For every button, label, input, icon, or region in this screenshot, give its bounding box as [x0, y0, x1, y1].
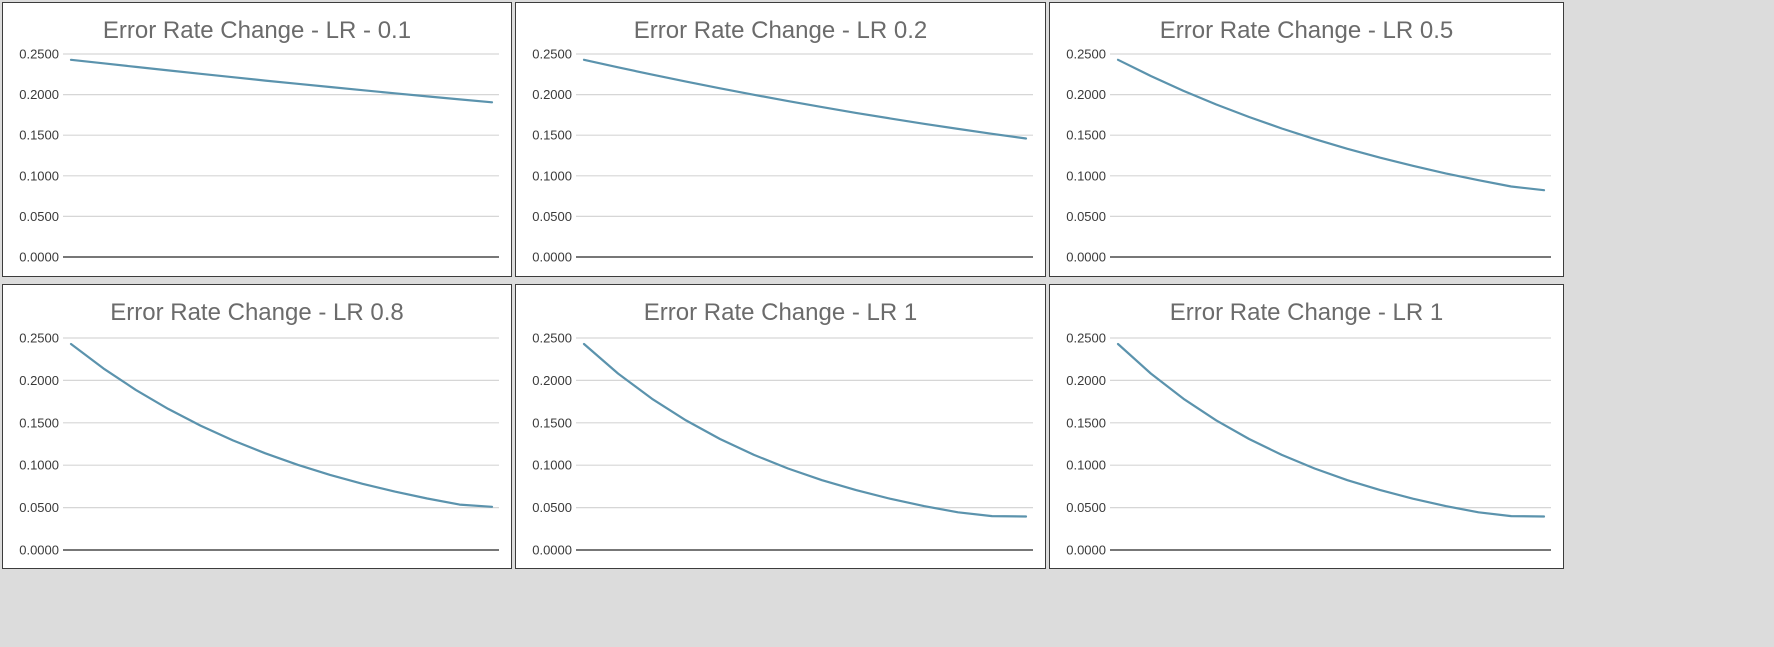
chart-plot: 0.0000 0.0500 0.1000 0.1500 0.2000 0.2500 — [19, 331, 499, 558]
chart-plot: 0.0000 0.0500 0.1000 0.1500 0.2000 0.2500 — [19, 47, 499, 265]
y-tick-label: 0.0000 — [532, 543, 572, 558]
series-line — [69, 58, 494, 104]
y-tick-label: 0.0500 — [19, 500, 59, 515]
series-line — [1116, 342, 1546, 518]
y-tick-label: 0.0500 — [532, 500, 572, 515]
y-tick-label: 0.1000 — [532, 458, 572, 473]
y-tick-label: 0.2500 — [532, 47, 572, 62]
y-tick-label: 0.1000 — [1066, 458, 1106, 473]
chart-panel-lr-0-2: Error Rate Change - LR 0.2 0.0000 0.0500 0… — [515, 2, 1046, 277]
y-tick-label: 0.2500 — [19, 331, 59, 346]
y-tick-label: 0.0500 — [1066, 209, 1106, 224]
y-tick-label: 0.2500 — [532, 331, 572, 346]
y-tick-label: 0.1000 — [1066, 168, 1106, 183]
y-tick-label: 0.1500 — [532, 415, 572, 430]
chart-plot: 0.0000 0.0500 0.1000 0.1500 0.2000 0.2500 — [1066, 331, 1551, 558]
y-tick-label: 0.2000 — [1066, 87, 1106, 102]
chart-title: Error Rate Change - LR 0.5 — [1159, 17, 1454, 44]
y-tick-label: 0.0500 — [532, 209, 572, 224]
y-tick-label: 0.1500 — [19, 128, 59, 143]
y-tick-label: 0.2000 — [1066, 373, 1106, 388]
chart-title: Error Rate Change - LR 0.2 — [633, 17, 928, 44]
y-tick-label: 0.0500 — [1066, 500, 1106, 515]
chart-title: Error Rate Change - LR 1 — [1169, 299, 1444, 326]
y-tick-label: 0.0000 — [19, 543, 59, 558]
y-tick-label: 0.1000 — [532, 168, 572, 183]
y-tick-label: 0.0000 — [1066, 250, 1106, 265]
y-tick-label: 0.2000 — [19, 373, 59, 388]
chart-panel-lr-1-b: Error Rate Change - LR 1 0.0000 0.0500 0.1… — [1049, 284, 1564, 569]
y-tick-label: 0.1000 — [19, 458, 59, 473]
y-tick-label: 0.2000 — [532, 373, 572, 388]
chart-plot: 0.0000 0.0500 0.1000 0.1500 0.2000 0.2500 — [532, 331, 1033, 558]
series-line — [69, 342, 494, 508]
series-line — [1116, 58, 1546, 192]
chart-panel-lr-0-8: Error Rate Change - LR 0.8 0.0000 0.0500 0… — [2, 284, 512, 569]
y-tick-label: 0.1500 — [1066, 415, 1106, 430]
y-tick-label: 0.2000 — [532, 87, 572, 102]
chart-title: Error Rate Change - LR 1 — [643, 299, 918, 326]
series-line — [582, 342, 1028, 518]
chart-panel-lr-0-5: Error Rate Change - LR 0.5 0.0000 0.0500 0… — [1049, 2, 1564, 277]
y-tick-label: 0.0500 — [19, 209, 59, 224]
chart-title: Error Rate Change - LR - 0.1 — [102, 17, 412, 44]
series-line — [582, 58, 1028, 140]
y-tick-label: 0.0000 — [1066, 543, 1106, 558]
y-tick-label: 0.0000 — [532, 250, 572, 265]
y-tick-label: 0.1500 — [1066, 128, 1106, 143]
y-tick-label: 0.2500 — [19, 47, 59, 62]
chart-plot: 0.0000 0.0500 0.1000 0.1500 0.2000 0.2500 — [1066, 47, 1551, 265]
chart-plot: 0.0000 0.0500 0.1000 0.1500 0.2000 0.2500 — [532, 47, 1033, 265]
y-tick-label: 0.1500 — [532, 128, 572, 143]
chart-title: Error Rate Change - LR 0.8 — [110, 299, 404, 326]
y-tick-label: 0.2000 — [19, 87, 59, 102]
y-tick-label: 0.1000 — [19, 168, 59, 183]
y-tick-label: 0.2500 — [1066, 47, 1106, 62]
y-tick-label: 0.1500 — [19, 415, 59, 430]
chart-panel-lr-1-a: Error Rate Change - LR 1 0.0000 0.0500 0.1… — [515, 284, 1046, 569]
y-tick-label: 0.2500 — [1066, 331, 1106, 346]
chart-panel-lr-0-1: Error Rate Change - LR - 0.1 0.0000 0.050… — [2, 2, 512, 277]
y-tick-label: 0.0000 — [19, 250, 59, 265]
